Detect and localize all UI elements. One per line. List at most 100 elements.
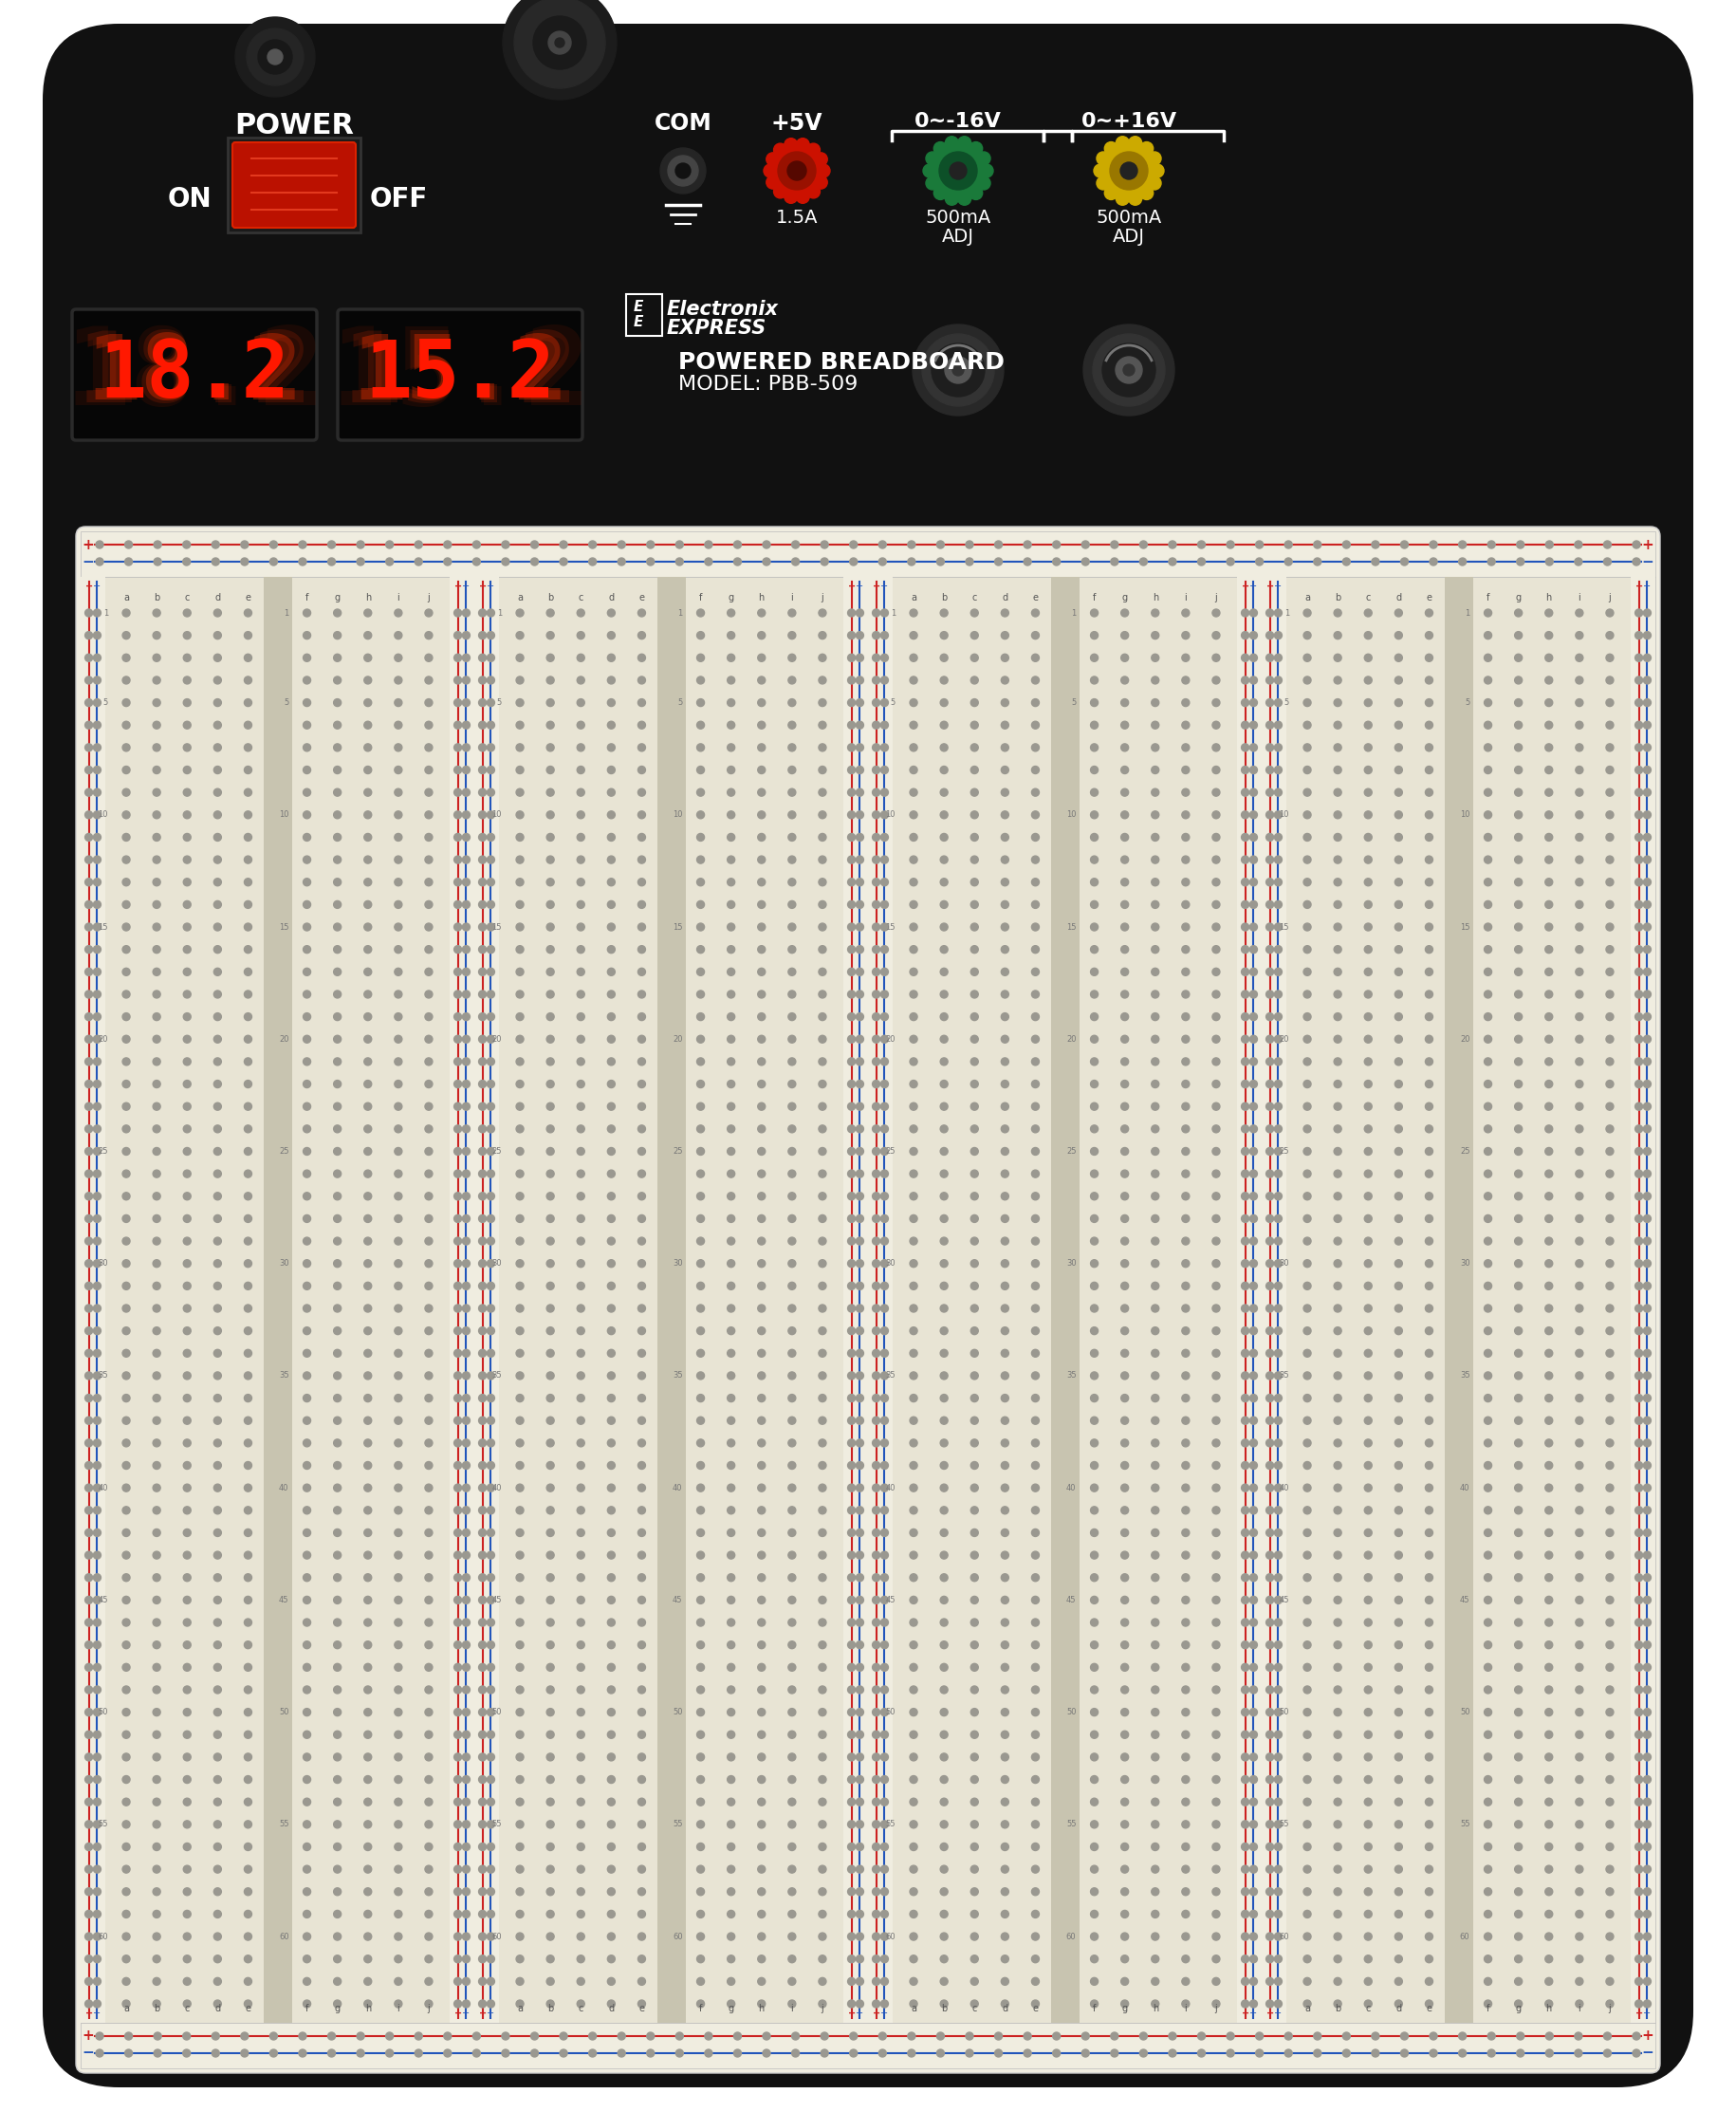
- Circle shape: [969, 142, 983, 154]
- Circle shape: [1031, 1797, 1040, 1806]
- Circle shape: [479, 1552, 486, 1559]
- Circle shape: [1394, 1597, 1403, 1603]
- Circle shape: [819, 1821, 826, 1829]
- Circle shape: [856, 631, 863, 640]
- Circle shape: [1266, 1664, 1274, 1671]
- Circle shape: [856, 1865, 863, 1873]
- Circle shape: [245, 1506, 252, 1514]
- Circle shape: [1635, 923, 1642, 931]
- Circle shape: [1545, 631, 1552, 640]
- Circle shape: [727, 1394, 734, 1402]
- Circle shape: [1606, 923, 1613, 931]
- Circle shape: [333, 1259, 342, 1267]
- Text: 10: 10: [672, 811, 682, 819]
- Circle shape: [1212, 1685, 1220, 1694]
- Circle shape: [153, 967, 160, 976]
- Circle shape: [1364, 946, 1371, 953]
- Circle shape: [727, 1462, 734, 1470]
- Text: 40: 40: [1279, 1483, 1290, 1491]
- Text: 25: 25: [672, 1147, 682, 1155]
- Circle shape: [214, 1462, 222, 1470]
- Circle shape: [245, 1529, 252, 1538]
- Circle shape: [547, 1259, 554, 1267]
- Circle shape: [1266, 1977, 1274, 1985]
- Circle shape: [123, 1462, 130, 1470]
- Circle shape: [1151, 1865, 1160, 1873]
- Circle shape: [847, 1641, 856, 1649]
- Circle shape: [516, 1821, 524, 1829]
- Circle shape: [1266, 1641, 1274, 1649]
- Circle shape: [547, 1170, 554, 1178]
- Circle shape: [304, 1035, 311, 1043]
- Circle shape: [819, 1709, 826, 1715]
- Circle shape: [1241, 699, 1248, 705]
- Circle shape: [696, 1193, 705, 1200]
- Circle shape: [1031, 900, 1040, 908]
- Text: 10: 10: [491, 811, 502, 819]
- Circle shape: [608, 1956, 615, 1962]
- Circle shape: [462, 1865, 470, 1873]
- Circle shape: [245, 1170, 252, 1178]
- Circle shape: [95, 541, 104, 549]
- Circle shape: [182, 2049, 191, 2057]
- Circle shape: [547, 1238, 554, 1244]
- Circle shape: [1241, 1214, 1248, 1223]
- Circle shape: [547, 991, 554, 999]
- Circle shape: [94, 1259, 101, 1267]
- Circle shape: [455, 1888, 462, 1894]
- Circle shape: [184, 655, 191, 661]
- Circle shape: [880, 1462, 889, 1470]
- Circle shape: [1425, 1326, 1432, 1335]
- Circle shape: [455, 1506, 462, 1514]
- Circle shape: [184, 722, 191, 729]
- Circle shape: [941, 1709, 948, 1715]
- Circle shape: [1182, 631, 1189, 640]
- Circle shape: [910, 946, 917, 953]
- Circle shape: [727, 1238, 734, 1244]
- Circle shape: [1274, 1058, 1281, 1064]
- Circle shape: [576, 1844, 585, 1850]
- Circle shape: [1151, 1417, 1160, 1423]
- Circle shape: [910, 1776, 917, 1783]
- Circle shape: [444, 541, 451, 549]
- Circle shape: [1304, 1126, 1311, 1132]
- Circle shape: [214, 1485, 222, 1491]
- Circle shape: [1545, 1709, 1552, 1715]
- Circle shape: [1002, 1079, 1009, 1088]
- Circle shape: [1250, 767, 1257, 773]
- Circle shape: [1364, 722, 1371, 729]
- Circle shape: [819, 1014, 826, 1020]
- Circle shape: [394, 1552, 403, 1559]
- Circle shape: [1635, 1932, 1642, 1941]
- Circle shape: [123, 1888, 130, 1894]
- Circle shape: [1002, 1888, 1009, 1894]
- Text: −: −: [1274, 2009, 1283, 2019]
- Circle shape: [214, 1844, 222, 1850]
- Circle shape: [85, 1350, 92, 1358]
- Circle shape: [1002, 1685, 1009, 1694]
- Circle shape: [1606, 1685, 1613, 1694]
- Circle shape: [1182, 1126, 1189, 1132]
- Circle shape: [1090, 855, 1099, 864]
- Circle shape: [333, 1732, 342, 1738]
- Text: 55: 55: [99, 1821, 108, 1829]
- Circle shape: [1484, 631, 1491, 640]
- Circle shape: [245, 788, 252, 796]
- Circle shape: [1212, 1147, 1220, 1155]
- Circle shape: [488, 834, 495, 841]
- Circle shape: [1606, 811, 1613, 819]
- Circle shape: [1090, 1394, 1099, 1402]
- Text: 10: 10: [885, 811, 896, 819]
- Circle shape: [488, 1797, 495, 1806]
- Circle shape: [1274, 1147, 1281, 1155]
- Circle shape: [819, 1844, 826, 1850]
- Circle shape: [814, 152, 828, 167]
- Circle shape: [123, 1193, 130, 1200]
- Circle shape: [1241, 1238, 1248, 1244]
- Circle shape: [425, 1506, 432, 1514]
- Circle shape: [1250, 923, 1257, 931]
- Circle shape: [455, 1014, 462, 1020]
- Circle shape: [85, 1753, 92, 1761]
- Circle shape: [1241, 1552, 1248, 1559]
- Circle shape: [1274, 1956, 1281, 1962]
